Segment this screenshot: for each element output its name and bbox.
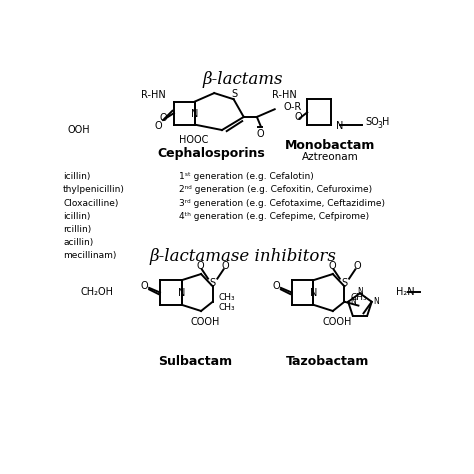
Text: H₂N: H₂N	[396, 287, 415, 297]
Text: CH₃: CH₃	[351, 292, 367, 301]
Text: Sulbactam: Sulbactam	[159, 355, 233, 367]
Text: OOH: OOH	[67, 125, 90, 135]
Text: N: N	[178, 288, 185, 298]
Text: thylpenicillin): thylpenicillin)	[63, 185, 125, 194]
Text: COOH: COOH	[322, 317, 351, 327]
Text: O: O	[221, 261, 229, 271]
Text: Cephalosporins: Cephalosporins	[157, 146, 265, 160]
Text: β-lactamase inhibitors: β-lactamase inhibitors	[149, 248, 337, 265]
Text: acillin): acillin)	[63, 238, 93, 247]
Text: β-lactams: β-lactams	[203, 71, 283, 88]
Text: CH₃: CH₃	[219, 303, 236, 312]
Text: S: S	[231, 89, 237, 99]
Text: O: O	[155, 121, 162, 131]
Text: N: N	[374, 297, 379, 306]
Text: Monobactam: Monobactam	[285, 139, 376, 152]
Text: CH₂OH: CH₂OH	[81, 287, 114, 297]
Text: 3ʳᵈ generation (e.g. Cefotaxime, Ceftazidime): 3ʳᵈ generation (e.g. Cefotaxime, Ceftazi…	[179, 199, 385, 208]
Text: N: N	[350, 297, 356, 306]
Text: 3: 3	[378, 121, 383, 130]
Text: icillin): icillin)	[63, 173, 91, 182]
Text: S: S	[341, 278, 347, 288]
Text: icillin): icillin)	[63, 212, 91, 221]
Text: N: N	[310, 288, 317, 298]
Text: O: O	[294, 112, 302, 122]
Text: Aztreonam: Aztreonam	[302, 152, 359, 162]
Text: 1ˢᵗ generation (e.g. Cefalotin): 1ˢᵗ generation (e.g. Cefalotin)	[179, 173, 314, 182]
Text: O-R: O-R	[284, 102, 302, 112]
Text: O: O	[328, 261, 336, 271]
Text: S: S	[210, 278, 216, 288]
Text: Cloxacilline): Cloxacilline)	[63, 199, 118, 208]
Text: O: O	[353, 261, 361, 271]
Text: HOOC: HOOC	[179, 135, 208, 145]
Text: O: O	[141, 282, 148, 292]
Text: O: O	[197, 261, 204, 271]
Text: Tazobactam: Tazobactam	[286, 355, 369, 367]
Text: R-HN: R-HN	[141, 91, 166, 100]
Text: O: O	[257, 129, 264, 139]
Text: CH₃: CH₃	[219, 292, 236, 301]
Text: N: N	[336, 121, 343, 131]
Text: rcillin): rcillin)	[63, 225, 91, 234]
Text: R-HN: R-HN	[273, 91, 297, 100]
Text: N: N	[357, 287, 363, 296]
Text: O: O	[273, 282, 280, 292]
Text: O: O	[159, 113, 167, 123]
Text: H: H	[383, 118, 390, 128]
Text: COOH: COOH	[190, 317, 219, 327]
Text: mecillinam): mecillinam)	[63, 251, 117, 260]
Text: 4ᵗʰ generation (e.g. Cefepime, Cefpirome): 4ᵗʰ generation (e.g. Cefepime, Cefpirome…	[179, 212, 370, 221]
Text: SO: SO	[365, 118, 379, 128]
Text: 2ⁿᵈ generation (e.g. Cefoxitin, Cefuroxime): 2ⁿᵈ generation (e.g. Cefoxitin, Cefuroxi…	[179, 185, 373, 194]
Text: N: N	[191, 109, 199, 119]
